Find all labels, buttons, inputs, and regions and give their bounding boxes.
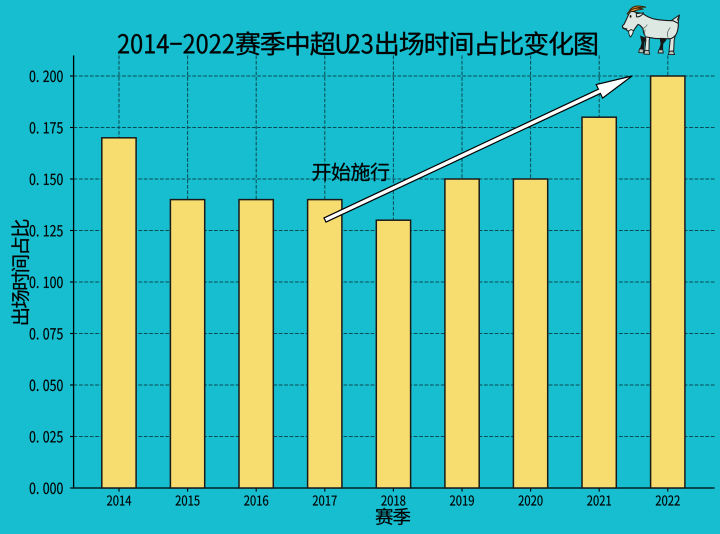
x-axis-label: 赛季 [375, 507, 411, 526]
x-tick-labels: 2014 2015 2016 2017 2018 2019 2020 2021 2022 [106, 495, 680, 506]
y-tick-label-0.075: 0.075 [29, 327, 63, 340]
x-tick-label-2015: 2015 [175, 495, 200, 506]
y-tick-label-0.175: 0.175 [29, 121, 63, 134]
x-tick-label-2021: 2021 [587, 495, 612, 506]
y-axis-label: 出场时间占比 [11, 219, 30, 325]
y-tick-labels: 0.000 0.025 0.050 0.075 0.100 0.125 0.150 0.175… [29, 70, 63, 495]
chart-title: 2014-2022赛季中超U23出场时间占比变化图 [117, 31, 597, 56]
x-tick-label-2017: 2017 [312, 495, 337, 506]
annotation-text: 开始施行 [312, 162, 390, 182]
bar-2022: 2022: 0.2 [649, 75, 686, 489]
annotation-arrow [323, 75, 633, 223]
bar-2014: 2014: 0.17 [101, 137, 137, 489]
bar-2016: 2016: 0.14 [238, 198, 275, 489]
bar-2019: 2019: 0.15 [444, 178, 480, 489]
y-tick-label-0.100: 0.100 [29, 276, 63, 289]
x-tick-label-2020: 2020 [518, 495, 543, 506]
bar-2020: 2020: 0.15 [512, 178, 549, 489]
bar-2018: 2018: 0.13 [375, 219, 412, 489]
y-tick-label-0.025: 0.025 [29, 430, 63, 443]
x-tick-label-2022: 2022 [655, 495, 680, 506]
x-tick-label-2019: 2019 [449, 495, 474, 506]
bar-2021: 2021: 0.18 [581, 116, 618, 489]
bar-2015: 2015: 0.14 [169, 198, 206, 489]
y-tick-label-0.200: 0.200 [29, 70, 63, 83]
y-tick-label-0.000: 0.000 [29, 482, 63, 495]
y-tick-label-0.125: 0.125 [29, 224, 63, 237]
y-tick-label-0.050: 0.050 [29, 379, 63, 392]
x-tick-label-2016: 2016 [244, 495, 269, 506]
y-tick-label-0.150: 0.150 [29, 173, 63, 186]
x-tick-label-2018: 2018 [381, 495, 406, 506]
x-tick-label-2014: 2014 [106, 495, 132, 506]
bar-2017: 2017: 0.14 [306, 198, 343, 489]
goat-image: goat [621, 5, 680, 56]
bars: 2014: 0.17 2015: 0.14 2016: 0.14 2017: 0.14… [101, 75, 686, 489]
